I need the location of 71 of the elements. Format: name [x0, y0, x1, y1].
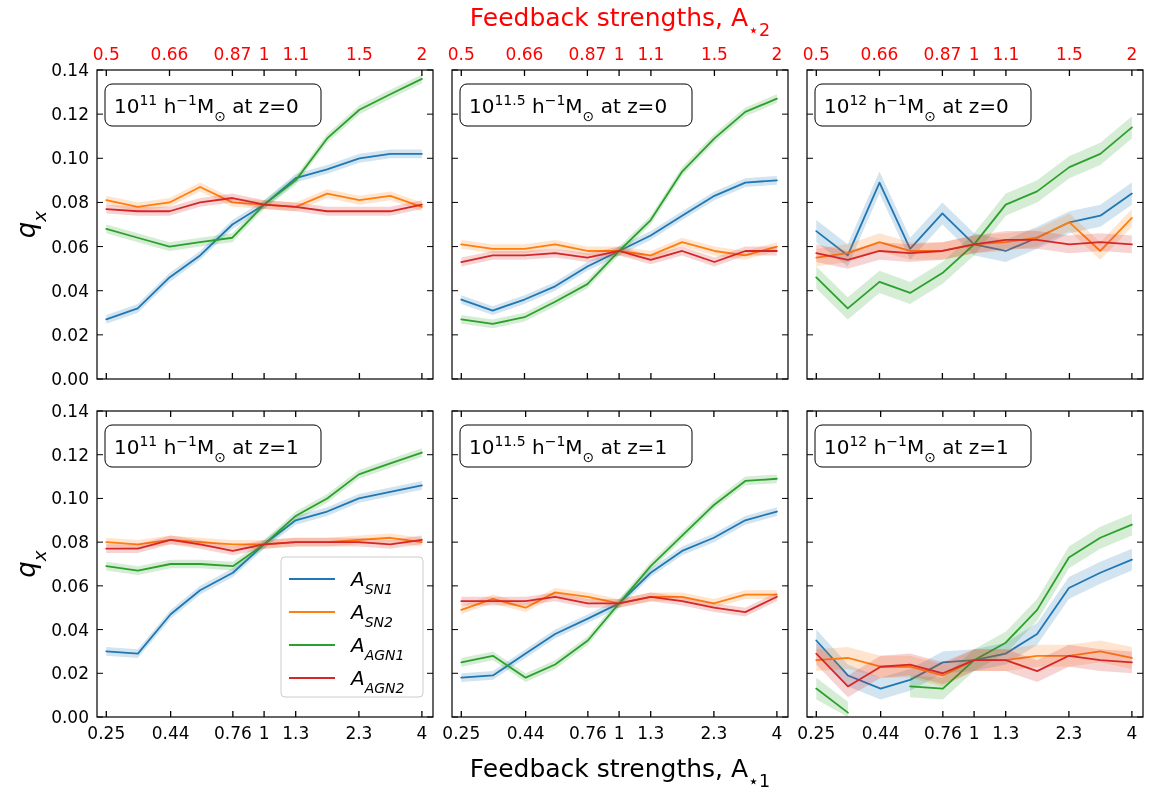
- x-tick-label: 1.3: [992, 723, 1020, 743]
- legend-label: A$_{AGN2}$: [349, 666, 405, 696]
- legend-label: A$_{SN1}$: [349, 567, 393, 597]
- x-tick-label: 0.25: [87, 723, 126, 743]
- x-tick-label: 0.66: [150, 44, 189, 64]
- x-tick-label: 1: [258, 723, 270, 743]
- y-tick-label: 0.14: [51, 401, 89, 421]
- x-tick-label: 2: [416, 44, 428, 64]
- y-tick-label: 0.12: [51, 444, 89, 465]
- x-tick-label: 0.76: [568, 723, 607, 743]
- x-tick-label: 1: [613, 723, 625, 743]
- x-axis-title: Feedback strengths, A$_{⋆2}$: [469, 3, 771, 40]
- annotation: 10$^{12}$ h$^{−1}$M$_{⊙}$ at z=0: [824, 92, 1009, 124]
- line-series: [105, 539, 423, 552]
- x-tick-label: 0.25: [797, 723, 836, 743]
- annotation: 10$^{12}$ h$^{−1}$M$_{⊙}$ at z=1: [824, 433, 1009, 465]
- x-tick-label: 1.5: [345, 44, 373, 64]
- annotation: 10$^{11}$ h$^{−1}$M$_{⊙}$ at z=1: [114, 433, 299, 465]
- x-tick-label: 0.76: [213, 723, 252, 743]
- x-tick-label: 1: [968, 44, 980, 64]
- x-tick-label: 1.5: [1055, 44, 1083, 64]
- legend-label: A$_{SN2}$: [349, 600, 394, 630]
- x-tick-label: 0.66: [860, 44, 899, 64]
- y-tick-label: 0.12: [51, 104, 89, 125]
- x-tick-label: 0.87: [923, 44, 962, 64]
- x-tick-label: 1.1: [992, 44, 1020, 64]
- x-tick-label: 4: [771, 723, 783, 743]
- x-tick-label: 0.87: [213, 44, 252, 64]
- annotation: 10$^{11}$ h$^{−1}$M$_{⊙}$ at z=0: [114, 92, 299, 124]
- y-tick-label: 0.00: [51, 707, 89, 727]
- x-tick-label: 4: [1126, 723, 1138, 743]
- y-tick-label: 0.10: [51, 148, 89, 169]
- y-tick-label: 0.04: [51, 619, 89, 640]
- x-tick-label: 0.44: [861, 723, 900, 743]
- y-tick-label: 0.08: [51, 192, 89, 213]
- x-axis-title: Feedback strengths, A$_{⋆1}$: [469, 754, 771, 791]
- y-tick-label: 0.14: [51, 60, 89, 80]
- x-tick-label: 1.3: [637, 723, 665, 743]
- x-tick-label: 2.3: [1055, 723, 1083, 743]
- y-tick-label: 0.06: [51, 236, 89, 257]
- x-tick-label: 1.5: [700, 44, 728, 64]
- x-tick-label: 2.3: [345, 723, 373, 743]
- x-tick-label: 0.44: [151, 723, 190, 743]
- x-tick-label: 0.76: [923, 723, 962, 743]
- y-tick-label: 0.00: [51, 369, 89, 389]
- x-tick-label: 1.3: [282, 723, 310, 743]
- x-tick-label: 1: [613, 44, 625, 64]
- y-tick-label: 0.04: [51, 280, 89, 301]
- x-tick-label: 1.1: [637, 44, 665, 64]
- x-tick-label: 0.87: [568, 44, 607, 64]
- y-tick-label: 0.06: [51, 575, 89, 596]
- x-tick-label: 1: [968, 723, 980, 743]
- x-tick-label: 0.5: [92, 44, 120, 64]
- x-tick-label: 2.3: [700, 723, 728, 743]
- y-tick-label: 0.08: [51, 532, 89, 553]
- y-tick-label: 0.10: [51, 488, 89, 509]
- x-tick-label: 0.5: [802, 44, 830, 64]
- x-tick-label: 0.66: [505, 44, 544, 64]
- legend-label: A$_{AGN1}$: [349, 633, 405, 663]
- y-tick-label: 0.02: [51, 324, 89, 345]
- x-tick-label: 2: [771, 44, 783, 64]
- x-tick-label: 1: [258, 44, 270, 64]
- x-tick-label: 1.1: [282, 44, 310, 64]
- x-tick-label: 2: [1126, 44, 1138, 64]
- x-tick-label: 0.25: [442, 723, 481, 743]
- x-tick-label: 0.5: [447, 44, 475, 64]
- annotation: 10$^{11.5}$ h$^{−1}$M$_{⊙}$ at z=1: [469, 433, 668, 465]
- x-tick-label: 4: [416, 723, 428, 743]
- x-tick-label: 0.44: [506, 723, 545, 743]
- annotation: 10$^{11.5}$ h$^{−1}$M$_{⊙}$ at z=0: [469, 92, 668, 124]
- y-tick-label: 0.02: [51, 663, 89, 684]
